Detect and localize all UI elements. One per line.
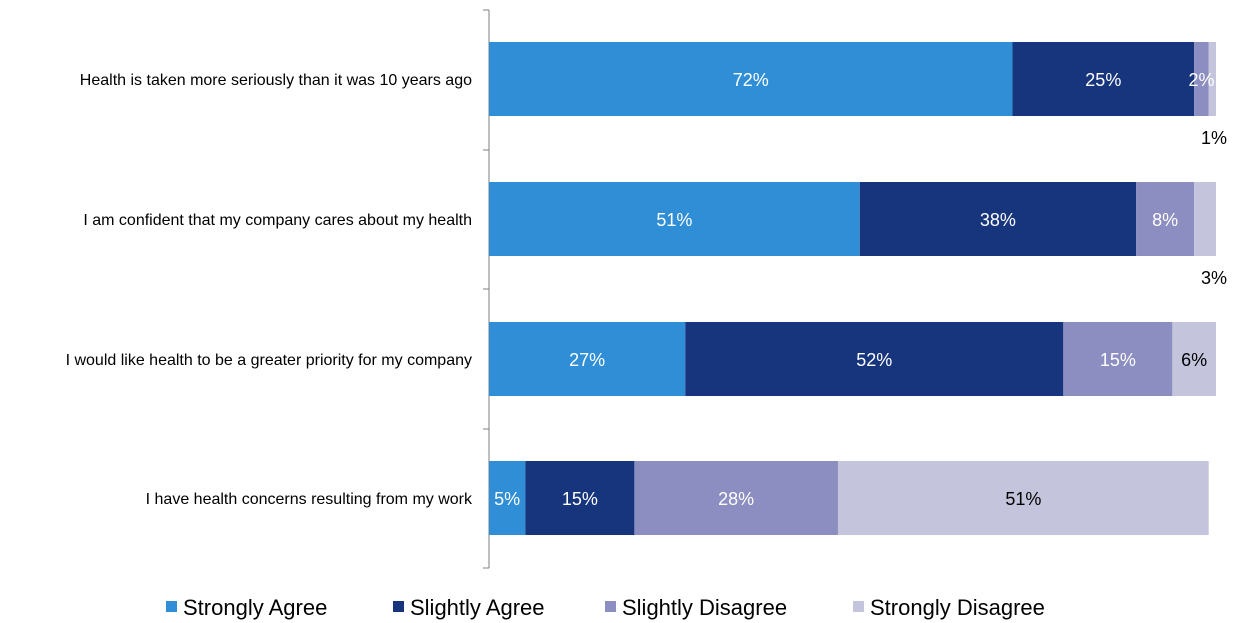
category-label: I am confident that my company cares abo… <box>83 212 472 229</box>
value-label: 51% <box>1005 489 1041 509</box>
bar-segment <box>1136 182 1195 256</box>
category-axis <box>483 9 490 569</box>
legend-swatch <box>393 601 404 612</box>
bar-segment <box>1172 322 1216 396</box>
bar-segment <box>634 461 838 535</box>
bar-segment <box>489 322 686 396</box>
legend-swatch <box>605 601 616 612</box>
bar-segment <box>859 182 1137 256</box>
value-label: 52% <box>856 350 892 370</box>
value-label: 15% <box>1100 350 1136 370</box>
legend-label: Slightly Disagree <box>622 595 787 620</box>
value-label: 5% <box>494 489 520 509</box>
bar-segment <box>489 42 1013 116</box>
bar-segment <box>685 322 1064 396</box>
category-label: I would like health to be a greater prio… <box>66 352 472 369</box>
legend-label: Strongly Agree <box>183 595 327 620</box>
value-label: 51% <box>656 210 692 230</box>
legend: Strongly Agree Slightly Agree Slightly Dis… <box>166 595 1045 620</box>
legend-label: Slightly Agree <box>410 595 545 620</box>
bar-segment <box>1063 322 1173 396</box>
bar-segment <box>1194 182 1216 256</box>
bar-segments <box>489 42 1216 535</box>
value-label: 8% <box>1152 210 1178 230</box>
bar-segment <box>489 182 860 256</box>
legend-swatch <box>166 601 177 612</box>
category-labels: Health is taken more seriously than it w… <box>66 72 473 508</box>
value-label: 15% <box>562 489 598 509</box>
bar-segment <box>1208 42 1216 116</box>
value-label: 27% <box>569 350 605 370</box>
value-label: 6% <box>1181 350 1207 370</box>
value-label: 38% <box>980 210 1016 230</box>
value-label: 2% <box>1188 70 1214 90</box>
category-label: I have health concerns resulting from my… <box>146 491 473 508</box>
legend-label: Strongly Disagree <box>870 595 1045 620</box>
value-label: 1% <box>1201 128 1227 148</box>
legend-swatch <box>853 601 864 612</box>
bar-segment <box>525 461 635 535</box>
value-label: 3% <box>1201 268 1227 288</box>
value-label: 72% <box>733 70 769 90</box>
category-label: Health is taken more seriously than it w… <box>80 72 472 89</box>
bar-segment <box>1012 42 1195 116</box>
bar-segment <box>837 461 1209 535</box>
value-label: 25% <box>1085 70 1121 90</box>
bar-segment <box>1194 42 1209 116</box>
value-labels: 72% 25% 2% 1% 51% 38% 8% 3% 27% 52% 15% 6% 5% 15% 28% 5… <box>494 70 1227 509</box>
value-label: 28% <box>718 489 754 509</box>
bar-segment <box>489 461 526 535</box>
